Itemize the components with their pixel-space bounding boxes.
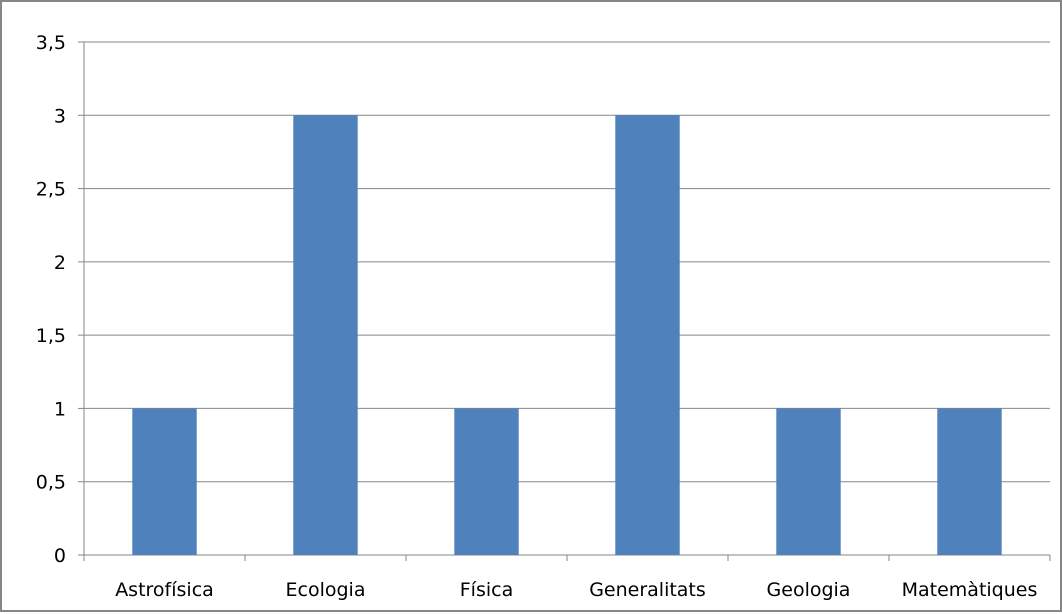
x-tick-labels: Astrofísica Ecologia Física Generalitats Geo…: [115, 579, 1037, 601]
bar-ecologia: [293, 115, 358, 556]
y-tick-label: 2: [54, 252, 66, 274]
bars: [132, 115, 1002, 556]
x-tick-label: Ecologia: [286, 579, 366, 601]
y-tick-label: 0,5: [36, 472, 66, 494]
bar-física: [454, 408, 519, 555]
axes: [78, 41, 1051, 561]
x-tick-label: Geologia: [767, 579, 851, 601]
y-tick-label: 0: [54, 545, 66, 567]
y-tick-label: 3,5: [36, 32, 66, 54]
y-tick-label: 3: [54, 105, 66, 127]
y-tick-label: 2,5: [36, 179, 66, 201]
x-tick-label: Astrofísica: [115, 579, 214, 601]
y-tick-labels: 0 0,5 1 1,5 2 2,5 3 3,5: [36, 32, 66, 567]
bar-astrofísica: [132, 408, 197, 555]
y-tick-label: 1: [54, 398, 66, 420]
bar-geologia: [776, 408, 841, 555]
gridlines: [84, 41, 1050, 483]
x-tick-label: Matemàtiques: [902, 579, 1038, 601]
bar-matemàtiques: [937, 408, 1002, 555]
y-tick-label: 1,5: [36, 325, 66, 347]
x-tick-label: Generalitats: [589, 579, 706, 601]
bar-generalitats: [615, 115, 680, 556]
x-tick-label: Física: [460, 579, 513, 601]
